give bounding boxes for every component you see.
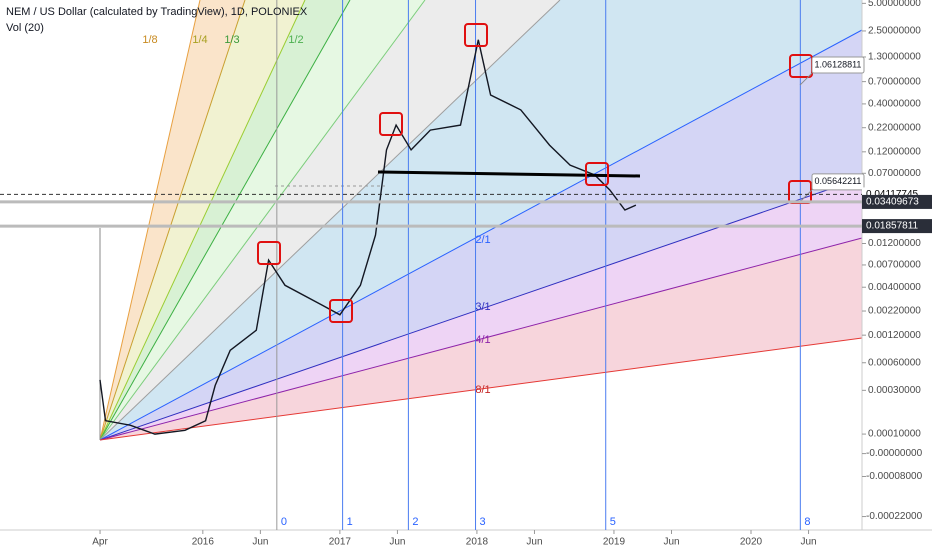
fan-label: 1/4 bbox=[192, 34, 207, 46]
y2-tick-label: -0.00008000 bbox=[866, 471, 923, 482]
x-tick-label: Jun bbox=[526, 537, 542, 548]
support-line bbox=[377, 170, 641, 178]
gann-fan bbox=[99, 0, 863, 441]
x-tick-label: Jun bbox=[663, 537, 679, 548]
y2-tick-label: -0.00022000 bbox=[866, 511, 923, 522]
price-tag-label: 0.01857811 bbox=[866, 221, 919, 232]
y-tick-label: 0.00220000 bbox=[868, 306, 921, 317]
y-tick-label: 0.01200000 bbox=[868, 238, 921, 249]
callout-box bbox=[811, 173, 865, 191]
fan-label: 1/2 bbox=[288, 34, 303, 46]
chart-title: NEM / US Dollar (calculated by TradingVi… bbox=[6, 6, 308, 18]
time-line-label: 0 bbox=[281, 516, 287, 528]
x-tick-label: 2020 bbox=[740, 537, 763, 548]
price-tag bbox=[862, 194, 932, 209]
time-line-label: 3 bbox=[480, 516, 486, 528]
y-tick-label: 0.00060000 bbox=[868, 357, 921, 368]
fan-label: 1/3 bbox=[224, 34, 239, 46]
time-line-label: 1 bbox=[347, 516, 353, 528]
price-line bbox=[99, 39, 637, 435]
chart-subtitle: Vol (20) bbox=[6, 22, 44, 34]
y-tick-label: 1.30000000 bbox=[868, 52, 921, 63]
callout-label: 1.06128811 bbox=[815, 59, 862, 69]
fan-label: 2/1 bbox=[475, 234, 490, 246]
highlight-boxes bbox=[257, 23, 813, 323]
y-tick-label: 0.22000000 bbox=[868, 122, 921, 133]
x-tick-label: Apr bbox=[92, 537, 108, 548]
time-line-label: 2 bbox=[412, 516, 418, 528]
fan-label: 1/8 bbox=[142, 34, 157, 46]
y-tick-label: 0.70000000 bbox=[868, 76, 921, 87]
callout-box bbox=[811, 56, 865, 74]
fan-label: 3/1 bbox=[475, 301, 490, 313]
y-tick-label: 5.00000000 bbox=[868, 0, 921, 9]
y-tick-label: 0.00400000 bbox=[868, 282, 921, 293]
callout-label: 0.05642211 bbox=[815, 176, 862, 186]
fan-label: 4/1 bbox=[475, 334, 490, 346]
y-tick-label: 2.50000000 bbox=[868, 26, 921, 37]
y-tick-label: 0.00120000 bbox=[868, 330, 921, 341]
x-tick-label: 2016 bbox=[192, 537, 215, 548]
y-tick-label: 0.00700000 bbox=[868, 260, 921, 271]
x-tick-label: Jun bbox=[800, 537, 816, 548]
y2-tick-label: -0.00000000 bbox=[866, 448, 923, 459]
price-tag-label: 0.04117745 bbox=[866, 189, 919, 200]
x-tick-label: Jun bbox=[389, 537, 405, 548]
price-tag bbox=[862, 219, 932, 234]
y-tick-label: 0.00010000 bbox=[868, 429, 921, 440]
x-tick-label: 2019 bbox=[603, 537, 626, 548]
y-tick-label: 0.00030000 bbox=[868, 385, 921, 396]
time-line-label: 5 bbox=[610, 516, 616, 528]
x-tick-label: Jun bbox=[252, 537, 268, 548]
y-tick-label: 0.40000000 bbox=[868, 99, 921, 110]
x-tick-label: 2018 bbox=[466, 537, 489, 548]
y-tick-label: 0.07000000 bbox=[868, 168, 921, 179]
y-tick-label: 0.12000000 bbox=[868, 146, 921, 157]
price-tag-label: 0.03409673 bbox=[866, 197, 919, 208]
fan-label: 8/1 bbox=[475, 384, 490, 396]
time-line-label: 8 bbox=[804, 516, 810, 528]
x-tick-label: 2017 bbox=[329, 537, 352, 548]
